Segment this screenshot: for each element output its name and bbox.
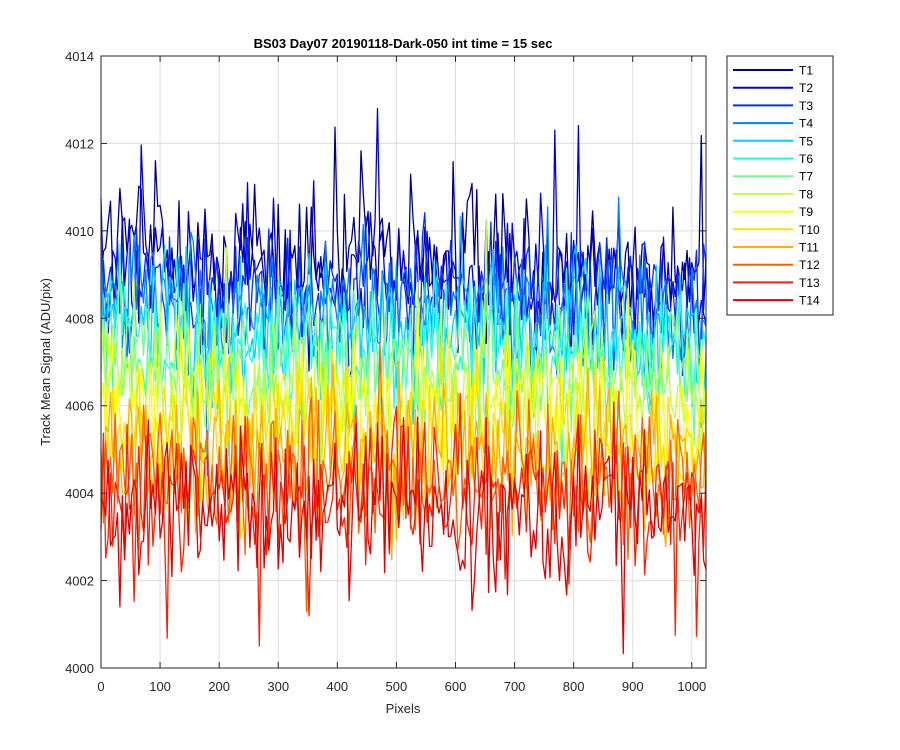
legend-label-t2: T2 — [799, 81, 813, 95]
x-tick-label: 600 — [445, 679, 467, 694]
chart-title: BS03 Day07 20190118-Dark-050 int time = … — [254, 36, 553, 51]
x-tick-label: 800 — [563, 679, 585, 694]
legend-box — [726, 55, 834, 316]
legend-label-t5: T5 — [799, 134, 813, 148]
x-tick-label: 500 — [386, 679, 408, 694]
legend-label-t8: T8 — [799, 187, 813, 201]
x-tick-label: 1000 — [677, 679, 706, 694]
x-axis-label: Pixels — [386, 701, 421, 716]
legend-label-t10: T10 — [799, 223, 820, 237]
legend-label-t6: T6 — [799, 152, 813, 166]
x-tick-label: 200 — [208, 679, 230, 694]
y-tick-label: 4000 — [65, 661, 94, 676]
series-line-t14 — [100, 401, 707, 655]
y-tick-label: 4012 — [65, 136, 94, 151]
y-tick-label: 4014 — [65, 49, 94, 64]
y-tick-label: 4010 — [65, 224, 94, 239]
series-line-t11 — [100, 361, 707, 561]
x-tick-label: 0 — [97, 679, 104, 694]
legend-label-t3: T3 — [799, 99, 813, 113]
y-tick-label: 4006 — [65, 399, 94, 414]
series-lines — [100, 107, 707, 655]
legend-label-t13: T13 — [799, 276, 820, 290]
axes-box — [100, 55, 707, 669]
x-tick-label: 100 — [149, 679, 171, 694]
series-line-t12 — [100, 343, 707, 613]
legend-label-t14: T14 — [799, 294, 820, 308]
x-tick-label: 300 — [267, 679, 289, 694]
legend-label-t1: T1 — [799, 64, 813, 78]
legend-label-t11: T11 — [799, 241, 819, 255]
x-tick-label: 700 — [504, 679, 526, 694]
legend-label-t9: T9 — [799, 205, 813, 219]
y-tick-label: 4002 — [65, 574, 94, 589]
legend-label-t12: T12 — [799, 258, 820, 272]
legend-label-t4: T4 — [799, 117, 813, 131]
series-line-t10 — [100, 338, 707, 540]
legend: T1 T2 T3 T4 T5 T6 T7 T8 T9 T10 T11 T12 T13 T14 — [726, 55, 834, 316]
y-tick-label: 4008 — [65, 311, 94, 326]
series-line-t8 — [100, 219, 707, 503]
x-tick-label: 900 — [622, 679, 644, 694]
axis-ticks: 0 100 200 300 400 500 600 700 800 900 1000 4000 4002… — [65, 49, 706, 694]
y-axis-label: Track Mean Signal (ADU/pix) — [38, 278, 53, 446]
x-tick-label: 400 — [326, 679, 348, 694]
y-tick-label: 4004 — [65, 486, 94, 501]
legend-label-t7: T7 — [799, 170, 813, 184]
